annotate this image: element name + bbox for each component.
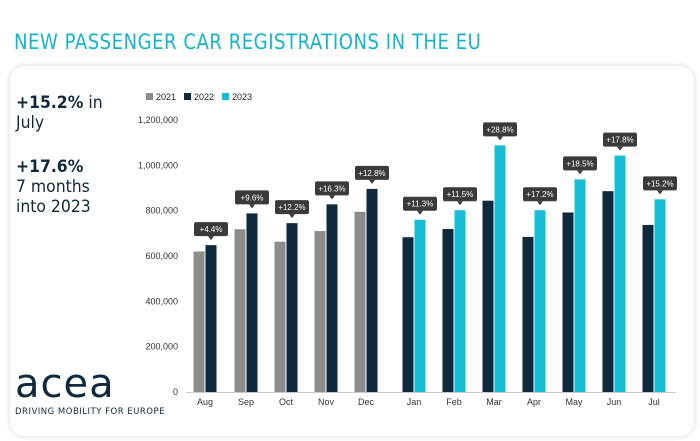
y-tick-label: 0 <box>173 387 178 397</box>
change-callout-label: +4.4% <box>200 225 223 234</box>
legend-label-2022: 2022 <box>194 92 214 102</box>
change-callout-label: +15.2% <box>646 179 673 188</box>
bar-2021-sep <box>234 229 246 392</box>
acea-logo: acea DRIVING MOBILITY FOR EUROPE <box>15 364 165 417</box>
change-callout-pointer <box>249 204 255 209</box>
change-callout-label: +28.8% <box>486 125 513 134</box>
x-tick-label: Dec <box>358 397 375 407</box>
logo-tagline: DRIVING MOBILITY FOR EUROPE <box>15 407 165 417</box>
change-callout-box <box>483 122 517 137</box>
legend-swatch-2021 <box>146 93 153 100</box>
bar-2023-feb <box>454 210 466 392</box>
kpi-july-suffix: in <box>83 93 103 113</box>
kpi-july-label: July <box>16 113 45 133</box>
change-callout-pointer <box>497 136 503 141</box>
x-tick-label: Nov <box>318 397 335 407</box>
bar-2023-mar <box>494 145 506 392</box>
y-tick-label: 800,000 <box>145 206 178 216</box>
page-title: NEW PASSENGER CAR REGISTRATIONS IN THE E… <box>14 30 482 54</box>
change-callout-box <box>563 156 597 171</box>
kpi-7-months-label: 7 months <box>16 177 90 197</box>
kpi-7-months-value: +17.6% <box>16 157 84 177</box>
change-callout-box <box>643 176 677 191</box>
bar-2021-oct <box>274 241 286 392</box>
change-callout-label: +17.2% <box>526 190 553 199</box>
change-callout-box <box>443 187 477 202</box>
change-callout-box <box>523 187 557 202</box>
y-tick-label: 400,000 <box>145 296 178 306</box>
change-callout-label: +17.8% <box>606 136 633 145</box>
change-callout-label: +16.3% <box>318 184 345 193</box>
x-tick-label: Apr <box>527 397 541 407</box>
x-tick-label: Mar <box>486 397 502 407</box>
change-callout-pointer <box>457 201 463 206</box>
x-tick-label: Sep <box>238 397 254 407</box>
bar-2022-jan <box>402 237 414 392</box>
bar-2022-jul <box>642 224 654 392</box>
bar-2023-apr <box>534 210 546 392</box>
bar-2021-aug <box>193 251 205 392</box>
legend-label-2023: 2023 <box>232 92 252 102</box>
bar-2022-apr <box>522 236 534 392</box>
bar-2022-jun <box>602 191 614 392</box>
bar-2021-dec <box>354 211 366 392</box>
bar-2022-may <box>562 212 574 392</box>
change-callout-pointer <box>617 146 623 151</box>
change-callout-box <box>275 200 309 215</box>
bar-2022-dec <box>366 188 378 392</box>
bar-2022-nov <box>326 204 338 392</box>
change-callout-box <box>194 222 228 237</box>
change-callout-pointer <box>208 236 214 241</box>
y-tick-label: 600,000 <box>145 251 178 261</box>
x-tick-label: Jan <box>407 397 422 407</box>
change-callout-box <box>603 132 637 147</box>
x-tick-label: May <box>565 397 583 407</box>
change-callout-pointer <box>369 179 375 184</box>
bar-2023-jul <box>654 199 666 392</box>
x-tick-label: Jul <box>648 397 660 407</box>
change-callout-label: +18.5% <box>566 159 593 168</box>
kpi-7-months: +17.6% 7 months into 2023 <box>16 157 91 217</box>
legend-swatch-2023 <box>222 93 229 100</box>
change-callout-box <box>315 181 349 196</box>
change-callout-label: +11.5% <box>447 190 474 199</box>
change-callout-label: +9.6% <box>241 193 264 202</box>
y-tick-label: 1,000,000 <box>138 160 178 170</box>
bar-2021-nov <box>314 231 326 392</box>
x-tick-label: Feb <box>446 397 462 407</box>
change-callout-label: +12.2% <box>278 203 305 212</box>
bar-2022-oct <box>286 223 298 392</box>
change-callout-label: +11.3% <box>407 200 434 209</box>
kpi-july-value: +15.2% <box>16 93 84 113</box>
kpi-july: +15.2% in July <box>16 93 103 133</box>
change-callout-box <box>235 190 269 205</box>
change-callout-pointer <box>577 170 583 175</box>
change-callout-box <box>355 165 389 180</box>
bar-2022-mar <box>482 200 494 392</box>
change-callout-pointer <box>329 195 335 200</box>
change-callout-pointer <box>417 210 423 215</box>
bar-2022-feb <box>442 229 454 392</box>
legend-swatch-2022 <box>184 93 191 100</box>
y-tick-label: 1,200,000 <box>138 115 178 125</box>
bar-2022-sep <box>246 213 258 392</box>
bar-2023-may <box>574 179 586 392</box>
x-tick-label: Oct <box>279 397 294 407</box>
bar-2023-jun <box>614 155 626 392</box>
change-callout-box <box>403 196 437 211</box>
bar-2023-jan <box>414 219 426 392</box>
kpi-7-months-label2: into 2023 <box>16 197 91 217</box>
change-callout-pointer <box>289 214 295 219</box>
bar-2022-aug <box>205 245 217 392</box>
x-tick-label: Jun <box>607 397 622 407</box>
change-callout-label: +12.8% <box>358 169 385 178</box>
legend-label-2021: 2021 <box>156 92 176 102</box>
logo-wordmark: acea <box>15 361 115 407</box>
change-callout-pointer <box>657 190 663 195</box>
change-callout-pointer <box>537 201 543 206</box>
y-tick-label: 200,000 <box>145 342 178 352</box>
x-tick-label: Aug <box>197 397 213 407</box>
